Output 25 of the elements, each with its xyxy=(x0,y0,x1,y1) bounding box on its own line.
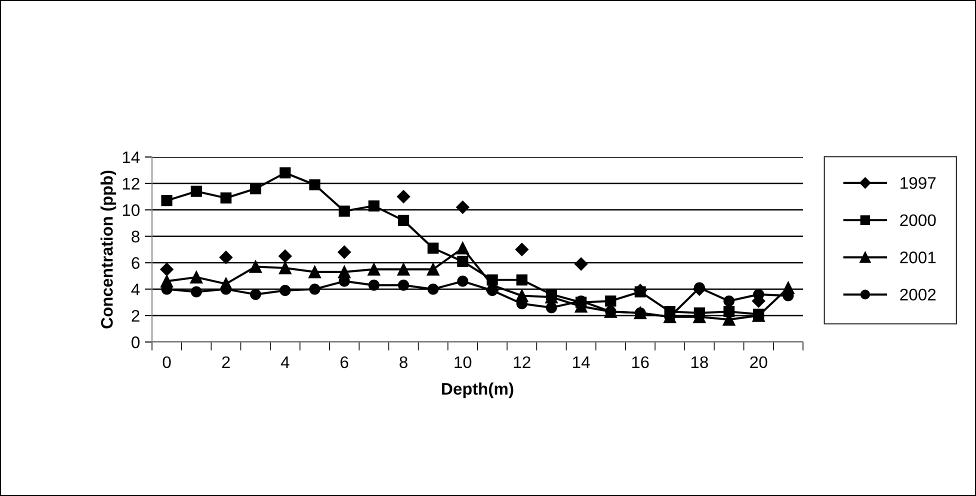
legend-label: 2002 xyxy=(900,288,936,301)
y-tick-label: 2 xyxy=(132,310,140,322)
y-tick-label: 14 xyxy=(122,152,140,164)
x-tick-label: 0 xyxy=(162,356,171,368)
y-axis-title: Concentration (ppb) xyxy=(100,170,116,328)
legend-label: 1997 xyxy=(900,177,936,189)
x-tick-label: 14 xyxy=(573,356,590,368)
y-tick-label: 0 xyxy=(132,336,140,348)
x-tick-label: 2 xyxy=(222,356,230,368)
x-tick-label: 4 xyxy=(280,356,290,368)
y-tick-label: 12 xyxy=(122,178,140,190)
y-tick-label: 6 xyxy=(132,257,140,269)
x-tick-label: 18 xyxy=(691,356,708,368)
x-tick-label: 20 xyxy=(750,356,768,368)
y-tick-label: 8 xyxy=(132,230,140,242)
y-tick-label: 4 xyxy=(131,284,140,296)
x-tick-label: 6 xyxy=(340,356,348,368)
x-tick-label: 16 xyxy=(632,356,649,368)
legend-label: 2000 xyxy=(900,214,936,226)
x-tick-label: 10 xyxy=(454,356,472,368)
legend-label: 2001 xyxy=(900,252,936,264)
y-tick-label: 10 xyxy=(122,204,140,216)
x-tick-label: 8 xyxy=(400,356,408,368)
x-axis-title: Depth(m) xyxy=(442,382,514,398)
x-tick-label: 12 xyxy=(514,356,530,368)
